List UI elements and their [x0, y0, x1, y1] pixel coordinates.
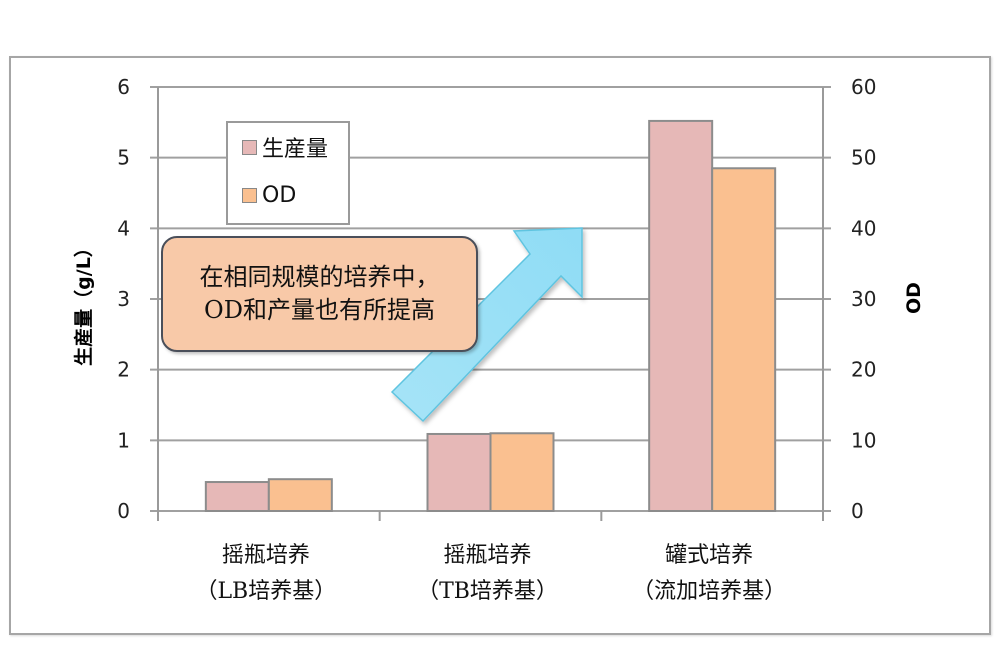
- bar-production: [204, 481, 270, 513]
- y2-tick-label: 20: [851, 358, 876, 382]
- bar-od: [489, 432, 555, 512]
- y2-axis-title: OD: [903, 282, 925, 314]
- legend-label-production: 生産量: [262, 137, 329, 162]
- chart-legend: 生産量 OD: [226, 121, 350, 225]
- y-tick-label: 3: [117, 287, 130, 311]
- legend-swatch-production: [242, 139, 257, 155]
- y-tick-label: 6: [117, 75, 130, 99]
- x-category-label: （流加培养基）: [632, 579, 786, 604]
- trend-arrow-icon: [390, 227, 583, 423]
- bar-production: [426, 432, 492, 512]
- y-tick-label: 4: [117, 216, 130, 240]
- y-tick-label: 1: [117, 428, 130, 452]
- callout-text: 在相同规模的培养中，OD和产量也有所提高: [199, 263, 440, 324]
- legend-swatch-od: [242, 188, 257, 203]
- legend-item-production: 生産量: [242, 131, 328, 163]
- legend-label-od: OD: [262, 183, 297, 208]
- y2-tick-label: 0: [851, 499, 864, 523]
- legend-item-od: OD: [242, 183, 296, 208]
- bar-od: [267, 478, 333, 513]
- y2-tick-label: 60: [851, 75, 876, 99]
- x-category-label: 摇瓶培养: [222, 543, 310, 568]
- y2-tick-label: 30: [851, 287, 876, 311]
- bar-production: [648, 119, 714, 512]
- x-category-label: （LB培养基）: [195, 579, 336, 604]
- y-axis-title: 生産量（g/L）: [72, 238, 95, 366]
- y2-tick-label: 40: [851, 216, 876, 240]
- annotation-callout: 在相同规模的培养中，OD和产量也有所提高: [161, 236, 478, 352]
- x-category-label: 摇瓶培养: [443, 543, 531, 568]
- y-tick-label: 2: [117, 358, 130, 382]
- y2-tick-label: 10: [851, 428, 876, 452]
- x-category-label: 罐式培养: [665, 543, 753, 568]
- x-category-label: （TB培养基）: [417, 579, 558, 604]
- bar-od: [711, 167, 777, 512]
- y-tick-label: 5: [117, 146, 130, 170]
- y2-tick-label: 50: [851, 146, 876, 170]
- y-tick-label: 0: [117, 499, 130, 523]
